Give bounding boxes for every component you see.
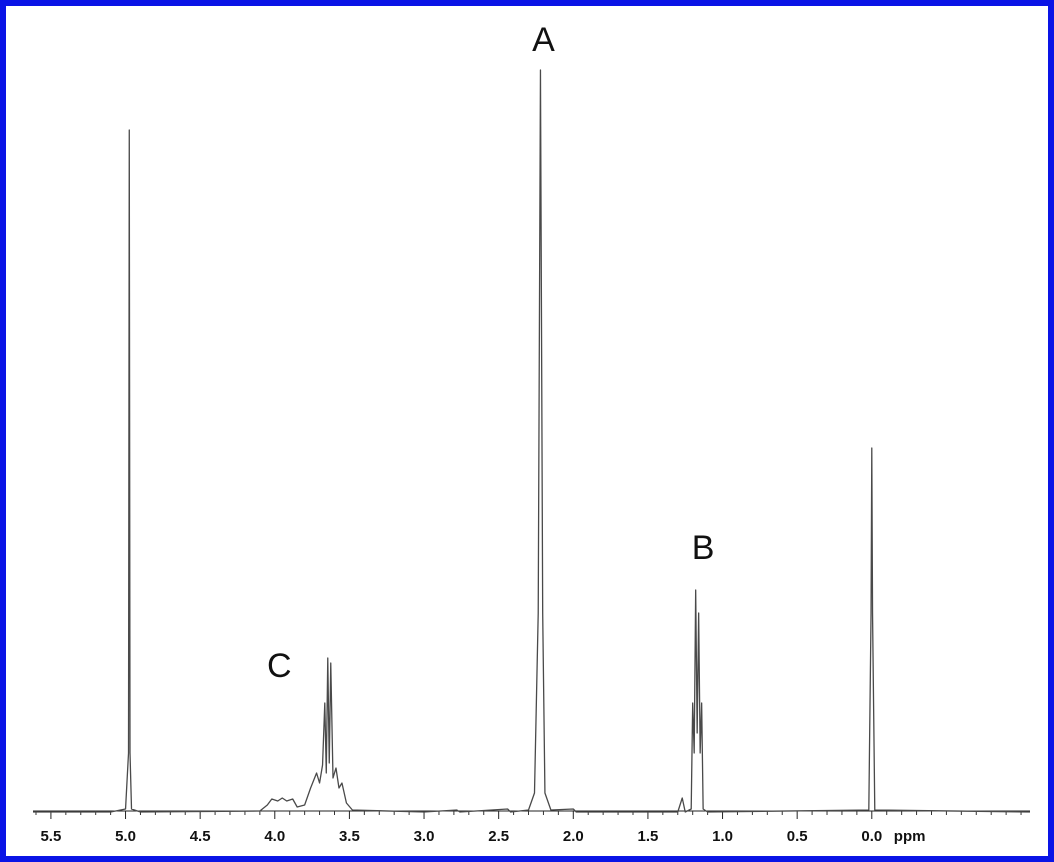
x-tick-label: 0.0 xyxy=(861,828,882,845)
x-tick-label: 2.5 xyxy=(488,828,509,845)
x-axis-label: ppm xyxy=(894,828,926,845)
peak-label: C xyxy=(267,647,292,685)
x-tick-label: 3.5 xyxy=(339,828,360,845)
x-tick-label: 2.0 xyxy=(563,828,584,845)
x-tick-label: 5.0 xyxy=(115,828,136,845)
spectrum-line xyxy=(33,69,1031,813)
x-tick-label: 5.5 xyxy=(40,828,61,845)
peak-label: B xyxy=(692,529,715,567)
x-tick-label: 4.0 xyxy=(264,828,285,845)
x-tick-label: 0.5 xyxy=(787,828,808,845)
peak-label: A xyxy=(532,21,555,59)
x-tick-label: 4.5 xyxy=(190,828,211,845)
x-tick-label: 3.0 xyxy=(414,828,435,845)
x-tick-label: 1.0 xyxy=(712,828,733,845)
x-tick-label: 1.5 xyxy=(637,828,658,845)
